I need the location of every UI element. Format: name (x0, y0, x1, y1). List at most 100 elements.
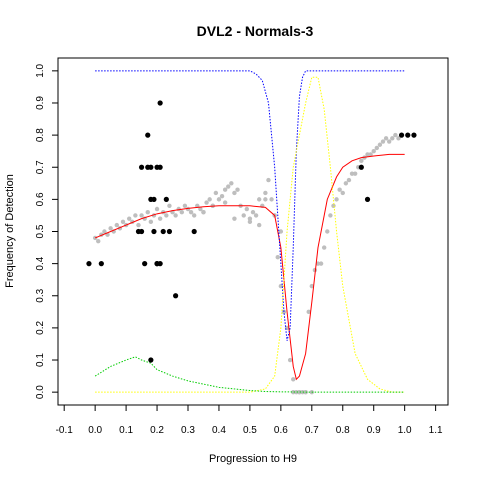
grey-data-point (213, 190, 219, 196)
grey-data-point (222, 200, 228, 205)
data-point (157, 100, 163, 106)
y-tick-label: 0.6 (35, 192, 46, 206)
grey-data-point (297, 389, 302, 395)
x-tick-label: 0.6 (274, 425, 288, 436)
grey-data-point (371, 148, 376, 154)
data-point (398, 132, 405, 138)
grey-data-point (306, 309, 311, 315)
grey-data-point (154, 206, 160, 212)
grey-data-point (315, 261, 321, 266)
y-tick-label: 0.5 (35, 224, 46, 238)
grey-data-point (114, 222, 120, 228)
grey-data-point (291, 389, 296, 395)
grey-data-point (164, 213, 169, 218)
grey-data-point (219, 193, 225, 199)
grey-data-point (229, 181, 234, 186)
grey-data-point (300, 389, 305, 395)
grey-data-point (247, 219, 253, 225)
grey-data-point (108, 226, 113, 231)
grey-data-point (263, 190, 268, 196)
grey-data-point (250, 210, 256, 215)
y-tick-label: 0.7 (35, 160, 46, 174)
grey-data-point (368, 152, 373, 157)
series-line (94, 356, 405, 393)
y-tick-label: 0.0 (35, 385, 46, 399)
series-line (94, 153, 405, 381)
grey-data-point (303, 389, 308, 395)
grey-data-point (148, 219, 154, 225)
grey-data-point (232, 190, 237, 196)
grey-data-point (102, 229, 107, 234)
grey-data-point (207, 197, 212, 202)
x-tick-label: 0.1 (119, 425, 133, 436)
grey-data-point (325, 229, 330, 234)
data-point (160, 228, 166, 235)
y-tick-label: 1.0 (35, 63, 46, 77)
grey-data-point (222, 187, 228, 192)
grey-data-point (216, 197, 222, 202)
grey-data-point (201, 210, 206, 215)
data-point (145, 132, 151, 138)
grey-data-point (278, 229, 284, 234)
x-tick-label: 0.7 (305, 425, 319, 436)
data-point (138, 164, 145, 170)
grey-data-point (182, 203, 188, 208)
y-tick-label: 0.4 (35, 256, 46, 270)
chart-title: DVL2 - Normals-3 (197, 23, 314, 39)
grey-data-point (340, 190, 345, 196)
grey-data-point (253, 213, 259, 218)
grey-data-point (383, 136, 389, 141)
data-point (151, 228, 157, 235)
data-point (173, 293, 179, 299)
data-point (157, 261, 163, 267)
plot-area (86, 70, 417, 395)
grey-data-point (198, 206, 203, 212)
grey-data-point (120, 219, 126, 225)
y-tick-label: 0.1 (35, 353, 46, 367)
grey-data-point (126, 216, 132, 221)
grey-data-point (179, 210, 185, 215)
x-tick-label: -0.1 (56, 425, 74, 436)
grey-data-point (352, 171, 358, 176)
grey-data-point (96, 238, 101, 244)
grey-data-point (256, 222, 262, 228)
data-point (191, 228, 197, 235)
x-axis-label: Progression to H9 (209, 453, 297, 465)
grey-data-point (396, 136, 401, 141)
grey-data-point (226, 184, 231, 189)
grey-data-point (133, 213, 138, 218)
data-point (157, 164, 163, 170)
grey-data-point (157, 216, 163, 221)
grey-data-point (291, 377, 296, 382)
grey-data-point (145, 210, 150, 215)
series-line (95, 76, 405, 393)
grey-data-point (390, 136, 395, 141)
grey-data-point (386, 139, 392, 144)
data-point (86, 261, 92, 267)
x-tick-label: 1.0 (398, 425, 412, 436)
grey-data-point (139, 213, 144, 218)
y-axis-label: Frequency of Detection (4, 174, 16, 288)
grey-data-point (167, 203, 172, 208)
y-tick-label: 0.2 (35, 321, 46, 335)
data-point (138, 228, 145, 235)
y-tick-label: 0.9 (35, 96, 46, 110)
axes: -0.1 0.0 0.1 0.2 0.3 0.4 0.5 0.6 0.7 0.8 0.9 1.0 1.1… (35, 63, 443, 436)
x-tick-label: 0.5 (243, 425, 257, 436)
grey-data-point (374, 145, 380, 151)
x-tick-label: 0.8 (336, 425, 350, 436)
grey-data-point (241, 213, 246, 218)
grey-data-point (287, 357, 293, 363)
x-tick-label: 0.0 (88, 425, 102, 436)
data-point (142, 261, 148, 267)
series-line (95, 70, 405, 341)
grey-data-point (263, 197, 268, 202)
data-point (148, 164, 154, 170)
grey-data-point (359, 158, 364, 164)
plot-frame (57, 57, 449, 406)
grey-data-point (256, 197, 262, 202)
data-point (405, 132, 411, 138)
grey-data-point (247, 216, 253, 221)
grey-data-point (365, 152, 370, 157)
grey-data-point (269, 197, 274, 202)
